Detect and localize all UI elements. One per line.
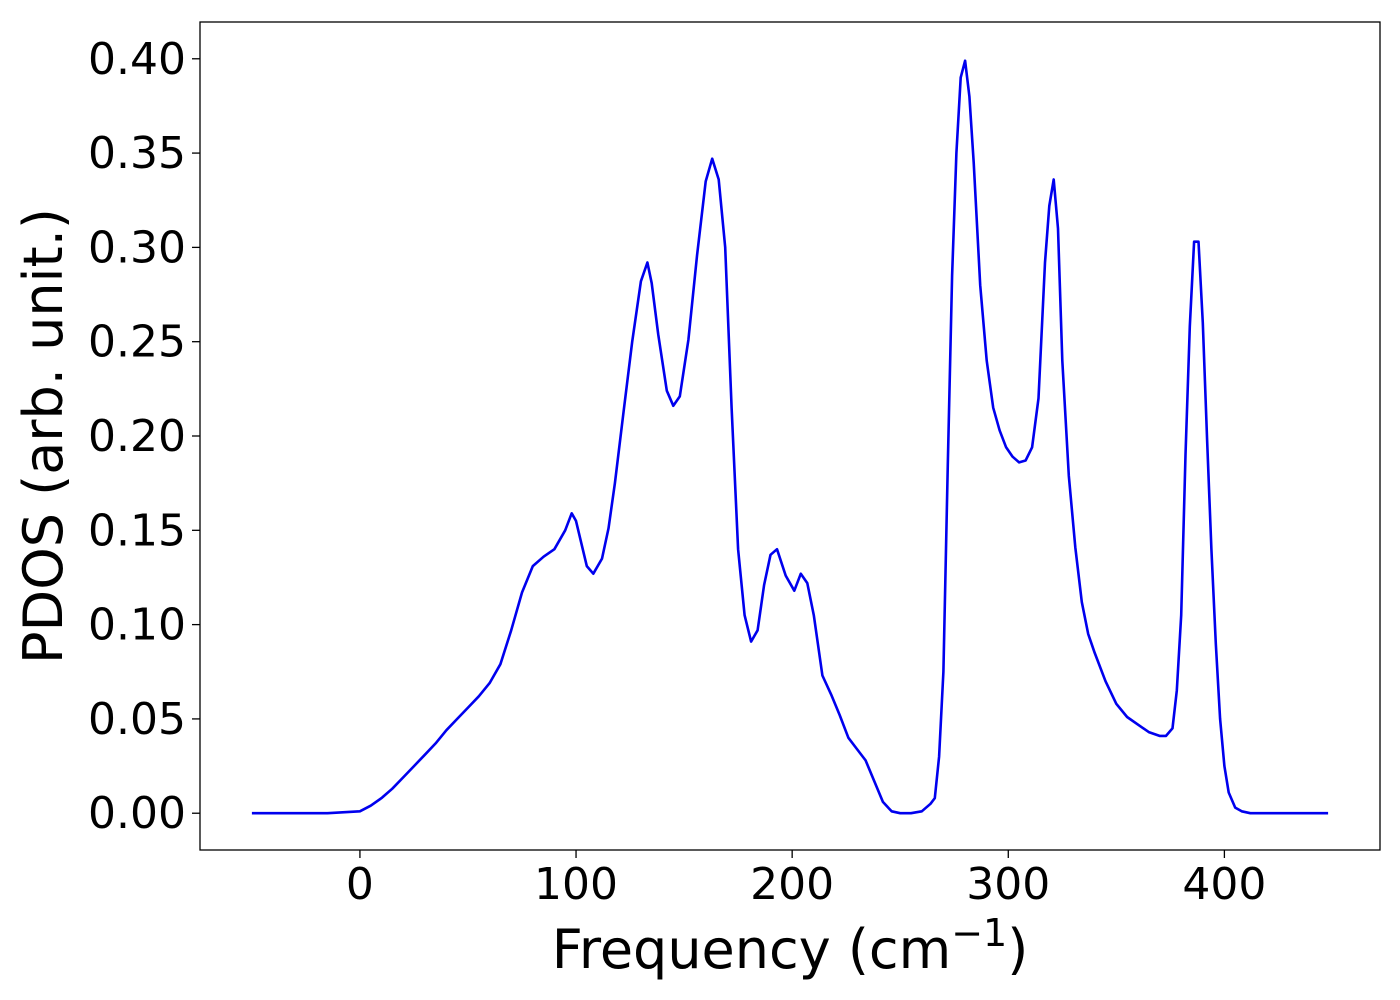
y-tick-label: 0.25: [88, 317, 186, 368]
x-axis-ticks: 0 100 200 300 400: [346, 850, 1266, 910]
pdos-series-line: [251, 59, 1329, 815]
y-tick-label: 0.40: [88, 34, 186, 85]
y-tick-label: 0.00: [88, 788, 186, 839]
x-axis-label-superscript: −1: [951, 911, 1007, 955]
y-tick-label: 0.10: [88, 600, 186, 651]
y-tick-label: 0.35: [88, 128, 186, 179]
x-tick-label: 300: [966, 859, 1050, 910]
x-tick-label: 100: [534, 859, 618, 910]
x-tick-label: 0: [346, 859, 374, 910]
x-axis-label-text: Frequency (cm: [552, 918, 952, 981]
x-axis-label: Frequency (cm−1): [552, 911, 1029, 981]
y-tick-label: 0.15: [88, 505, 186, 556]
y-tick-label: 0.05: [88, 694, 186, 745]
x-axis-label-close: ): [1007, 918, 1028, 981]
x-tick-label: 200: [750, 859, 834, 910]
y-tick-label: 0.30: [88, 222, 186, 273]
plot-frame: [199, 21, 1381, 851]
y-axis-label: PDOS (arb. unit.): [12, 208, 75, 664]
y-axis-ticks: 0.00 0.05 0.10 0.15 0.20 0.25 0.30 0.35 0.40: [88, 34, 200, 839]
y-tick-label: 0.20: [88, 411, 186, 462]
x-tick-label: 400: [1182, 859, 1266, 910]
